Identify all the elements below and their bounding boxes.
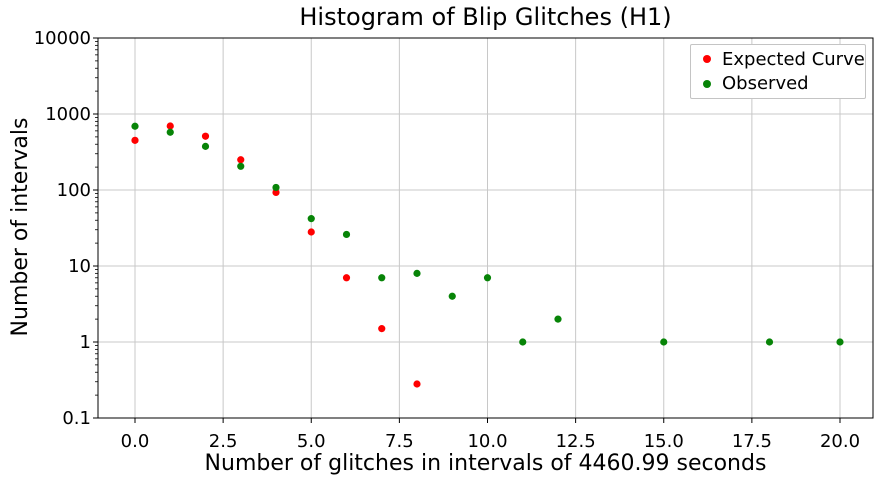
x-tick-label: 0.0 xyxy=(121,431,150,452)
x-tick-label: 10.0 xyxy=(467,431,507,452)
scatter-point-observed xyxy=(131,122,139,130)
y-tick-label: 100 xyxy=(57,180,91,201)
x-tick-label: 7.5 xyxy=(385,431,414,452)
scatter-point-observed xyxy=(272,183,280,192)
scatter-point-observed xyxy=(519,338,527,346)
x-tick-label: 15.0 xyxy=(644,431,684,452)
scatter-point-expected-curve xyxy=(201,132,210,140)
y-tick-label: 10 xyxy=(68,256,91,277)
scatter-point-observed xyxy=(201,142,210,150)
scatter-point-expected-curve xyxy=(342,274,351,282)
x-tick-label: 17.5 xyxy=(732,431,772,452)
x-tick-label: 20.0 xyxy=(820,431,860,452)
scatter-point-expected-curve xyxy=(237,156,245,164)
axes-spine xyxy=(97,37,874,419)
scatter-point-observed xyxy=(483,274,492,282)
scatter-point-expected-curve xyxy=(378,325,386,333)
scatter-point-expected-curve xyxy=(272,188,280,196)
y-tick-label: 0.1 xyxy=(62,408,91,429)
chart-title: Histogram of Blip Glitches (H1) xyxy=(299,3,672,31)
legend-entry-observed: Observed xyxy=(691,73,865,94)
scatter-point-observed xyxy=(166,128,174,136)
y-tick-label: 1 xyxy=(80,332,91,353)
legend-entry-expected-curve: Expected Curve xyxy=(691,49,865,70)
scatter-point-observed xyxy=(836,338,844,346)
observed-marker-icon xyxy=(703,79,711,88)
scatter-point-observed xyxy=(554,315,562,323)
legend-label-observed: Observed xyxy=(722,73,809,95)
plot-background xyxy=(98,38,873,418)
x-tick-label: 5.0 xyxy=(297,431,326,452)
x-tick-label: 2.5 xyxy=(209,431,238,452)
legend: Expected Curve Observed xyxy=(690,44,866,99)
y-axis-label: Number of intervals xyxy=(8,117,33,337)
scatter-point-observed xyxy=(413,269,421,277)
scatter-point-expected-curve xyxy=(166,122,174,130)
expected-curve-marker-icon xyxy=(703,55,711,64)
scatter-point-observed xyxy=(237,162,245,170)
scatter-point-observed xyxy=(307,215,315,223)
scatter-point-expected-curve xyxy=(307,228,315,236)
scatter-point-observed xyxy=(378,274,386,282)
scatter-point-expected-curve xyxy=(413,380,421,388)
y-tick-label: 10000 xyxy=(34,28,91,49)
legend-label-expected-curve: Expected Curve xyxy=(722,48,865,70)
scatter-point-observed xyxy=(765,338,774,346)
y-tick-label: 1000 xyxy=(45,104,91,125)
x-axis-label: Number of glitches in intervals of 4460.… xyxy=(204,451,767,476)
scatter-point-observed xyxy=(660,338,668,346)
scatter-point-observed xyxy=(342,230,351,239)
scatter-point-observed xyxy=(448,292,456,300)
x-tick-label: 12.5 xyxy=(556,431,596,452)
scatter-point-expected-curve xyxy=(131,136,139,144)
